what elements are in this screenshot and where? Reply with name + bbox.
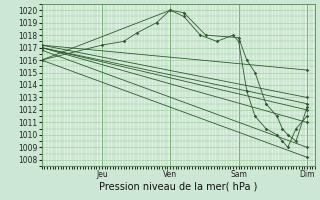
X-axis label: Pression niveau de la mer( hPa ): Pression niveau de la mer( hPa ) <box>99 182 258 192</box>
